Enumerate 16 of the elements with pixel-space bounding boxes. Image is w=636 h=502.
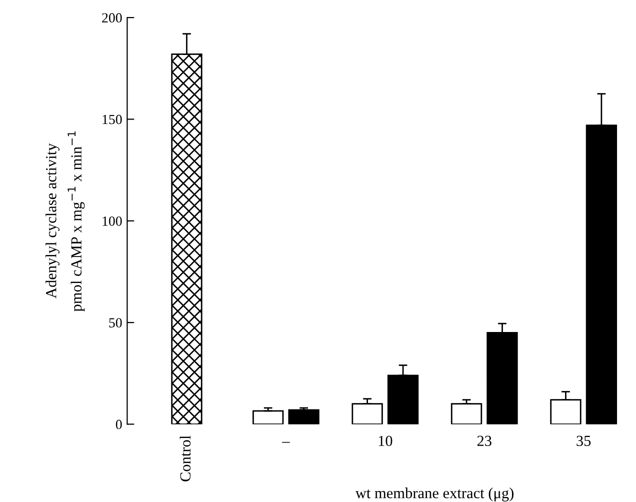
x-tick-label: 10 — [378, 436, 392, 446]
y-tick-label: 200 — [102, 13, 122, 23]
x-tick-label: 35 — [576, 436, 591, 446]
y-tick-label: 100 — [102, 216, 122, 226]
x-tick-label: 23 — [477, 436, 492, 446]
y-tick-label: 0 — [116, 420, 122, 430]
y-axis-title: Adenylyl cyclase activity pmol cAMP x mg$^{−1}$ x min$^{−1}$ — [46, 131, 85, 312]
bar — [352, 403, 383, 424]
x-tick-label: Control — [180, 436, 191, 482]
x-axis-title: wt membrane extract (μg) — [355, 488, 514, 502]
bar — [450, 403, 482, 424]
y-tick-label: 150 — [102, 114, 122, 124]
x-tick-label: – — [282, 442, 290, 443]
y-tick-label: 50 — [109, 318, 122, 328]
bar — [252, 410, 284, 424]
bar — [288, 409, 320, 424]
